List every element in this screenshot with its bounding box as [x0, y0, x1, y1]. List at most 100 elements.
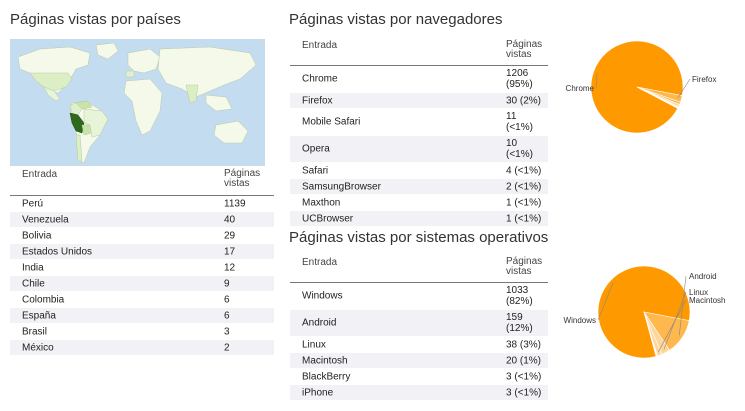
table-row: Safari 4 (<1%): [290, 163, 548, 179]
table-row: Bolivia 29: [10, 228, 274, 244]
row-value-count: 1 (<1%): [506, 197, 542, 208]
pie-label-windows: Windows: [564, 316, 596, 325]
table-row: Linux 38 (3%): [290, 337, 548, 353]
row-value: 40: [224, 214, 236, 225]
row-value-count: 1 (<1%): [506, 213, 542, 224]
row-label: Bolivia: [22, 230, 52, 241]
countries-table-header: Entrada Páginas vistas: [10, 167, 274, 196]
row-value-count: 3 (<1%): [506, 387, 542, 398]
pie-label-macintosh: Macintosh: [689, 296, 725, 305]
row-label: Perú: [22, 198, 44, 209]
row-value: 6: [224, 310, 230, 321]
row-value-percent: (95%): [506, 79, 533, 90]
row-value: 1 (<1%): [506, 213, 541, 224]
countries-table: Entrada Páginas vistas Perú 1139 Venezuela…: [10, 167, 274, 356]
table-row: India 12: [10, 260, 274, 276]
row-value: 159 (12%): [506, 312, 533, 334]
map-usa: [29, 72, 73, 92]
table-row: Windows 1033 (82%): [290, 283, 548, 310]
col-views-line1: Páginas: [224, 168, 261, 179]
row-label: Brasil: [22, 326, 48, 337]
pie-callout-line: [597, 283, 614, 321]
row-label: Opera: [302, 143, 330, 155]
table-row: Android 159 (12%): [290, 310, 548, 337]
col-views-line2: vistas: [224, 178, 250, 189]
row-label: BlackBerry: [302, 371, 351, 382]
row-value: 30 (2%): [506, 95, 541, 106]
col-views-line1: Páginas: [506, 39, 543, 50]
map-india: [185, 84, 199, 104]
map-africa: [123, 78, 163, 136]
row-label: Chrome: [302, 73, 338, 85]
row-label: India: [22, 262, 44, 273]
row-value-count: 20 (1%): [506, 355, 542, 366]
row-value: 17: [224, 246, 236, 257]
row-label: UCBrowser: [302, 213, 354, 224]
os-title: Páginas vistas por sistemas operativos: [289, 229, 549, 246]
row-value: 3 (<1%): [506, 387, 541, 398]
map-greenland: [95, 42, 119, 60]
os-table: Entrada Páginas vistas Windows 1033 (82%) A…: [290, 255, 548, 401]
browsers-pie-chart[interactable]: Chrome Firefox: [556, 38, 741, 138]
pie-slice-ucbrowser[interactable]: [636, 86, 679, 109]
col-entry: Entrada: [302, 257, 338, 268]
row-label: Mobile Safari: [302, 116, 361, 128]
col-views-line2: vistas: [506, 266, 532, 277]
row-label: Chile: [22, 278, 45, 289]
countries-rows: Perú 1139 Venezuela 40 Bolivia 29 Estados Unid…: [10, 196, 274, 356]
countries-title: Páginas vistas por países: [10, 11, 181, 28]
row-value: 1033 (82%): [506, 285, 533, 307]
pie-slice-iphone[interactable]: [643, 311, 658, 357]
row-value-count: 2 (<1%): [506, 181, 542, 192]
table-row: Chile 9: [10, 276, 274, 292]
map-asia: [157, 46, 257, 98]
browsers-rows: Chrome 1206 (95%) Firefox 30 (2%) Mobile Safa…: [290, 66, 548, 227]
row-value: 10 (<1%): [506, 138, 533, 160]
table-row: Firefox 30 (2%): [290, 93, 548, 109]
pie-label-linux: Linux: [689, 288, 708, 297]
table-row: Estados Unidos 17: [10, 244, 274, 260]
table-row: SamsungBrowser 2 (<1%): [290, 179, 548, 195]
col-entry: Entrada: [302, 40, 338, 51]
browsers-title: Páginas vistas por navegadores: [289, 11, 503, 28]
pie-callout-line: [658, 299, 687, 352]
row-label: México: [22, 342, 54, 353]
row-label: Safari: [302, 165, 329, 176]
table-row: Perú 1139: [10, 196, 274, 212]
row-value: 9: [224, 278, 230, 289]
row-value-count: 11: [506, 111, 517, 122]
row-value: 1 (<1%): [506, 197, 541, 208]
col-views: Páginas vistas: [224, 169, 260, 189]
row-value: 1139: [224, 198, 246, 209]
row-value: 4 (<1%): [506, 165, 541, 176]
world-map[interactable]: [10, 39, 265, 166]
table-row: Opera 10 (<1%): [290, 136, 548, 163]
map-chile: [75, 134, 83, 162]
row-value: 29: [224, 230, 236, 241]
table-row: España 6: [10, 308, 274, 324]
map-europe: [127, 48, 161, 74]
map-brazil: [83, 108, 109, 138]
row-value-count: 159: [506, 312, 523, 323]
row-label: SamsungBrowser: [302, 181, 381, 192]
row-value: 3: [224, 326, 230, 337]
table-row: Brasil 3: [10, 324, 274, 340]
os-rows: Windows 1033 (82%) Android 159 (12%) Linux 38 (…: [290, 283, 548, 401]
table-row: Macintosh 20 (1%): [290, 353, 548, 369]
map-se-asia: [205, 94, 233, 112]
col-entry: Entrada: [22, 169, 58, 180]
row-value: 3 (<1%): [506, 371, 541, 382]
row-value: 6: [224, 294, 230, 305]
col-views-line1: Páginas: [506, 256, 543, 267]
table-row: BlackBerry 3 (<1%): [290, 369, 548, 385]
os-table-header: Entrada Páginas vistas: [290, 255, 548, 283]
row-label: Estados Unidos: [22, 246, 93, 257]
table-row: México 2: [10, 340, 274, 356]
row-value-count: 3 (<1%): [506, 371, 542, 382]
row-value-count: 1206: [506, 68, 529, 79]
row-value: 2 (<1%): [506, 181, 541, 192]
row-value-count: 30 (2%): [506, 95, 542, 106]
row-value-percent: (82%): [506, 296, 533, 307]
row-value: 1206 (95%): [506, 68, 533, 90]
